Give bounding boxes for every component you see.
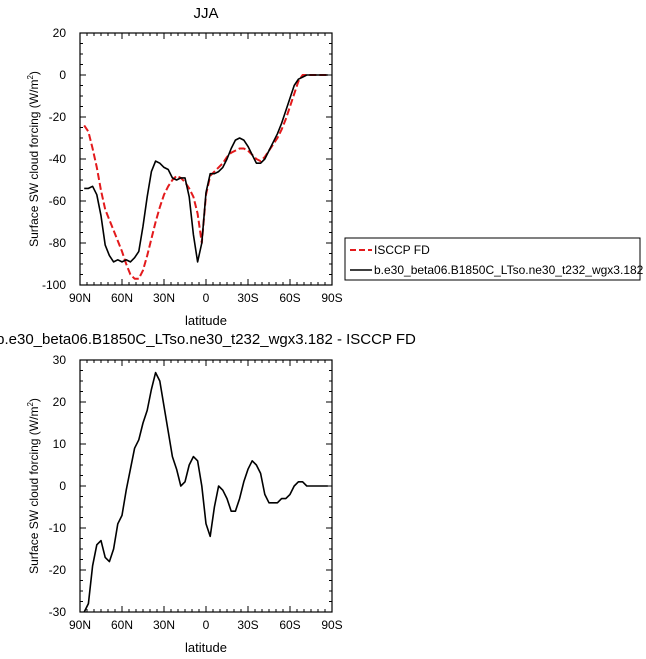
y-tick-label: 10 xyxy=(53,437,67,451)
x-tick-label: 90N xyxy=(69,618,91,632)
chart-title: b.e30_beta06.B1850C_LTso.ne30_t232_wgx3.… xyxy=(0,331,416,348)
plot-frame xyxy=(79,359,333,613)
y-axis-label: Surface SW cloud forcing (W/m2) xyxy=(26,398,41,574)
legend: ISCCP FD b.e30_beta06.B1850C_LTso.ne30_t… xyxy=(344,237,644,281)
x-tick-label: 60S xyxy=(279,291,300,305)
y-tick-label: 20 xyxy=(53,395,67,409)
y-tick-label: -80 xyxy=(49,236,67,250)
y-tick-label: -10 xyxy=(49,521,67,535)
series-line-1 xyxy=(83,74,328,280)
y-tick-label: 20 xyxy=(53,26,67,40)
x-tick-label: 0 xyxy=(203,618,210,632)
x-tick-label: 60N xyxy=(111,618,133,632)
y-tick-label: -100 xyxy=(42,278,66,292)
y-tick-label: -30 xyxy=(49,605,67,619)
x-tick-label: 30S xyxy=(237,618,258,632)
y-tick-label: -20 xyxy=(49,110,67,124)
x-tick-label: 90S xyxy=(321,291,342,305)
chart-panel-bottom: b.e30_beta06.B1850C_LTso.ne30_t232_wgx3.… xyxy=(0,331,416,655)
x-tick-label: 0 xyxy=(203,291,210,305)
y-tick-label: -60 xyxy=(49,194,67,208)
x-tick-label: 60S xyxy=(279,618,300,632)
legend-box xyxy=(344,237,641,281)
series-line-2 xyxy=(84,74,328,263)
x-tick-label: 90S xyxy=(321,618,342,632)
x-axis-label: latitude xyxy=(185,313,227,328)
x-axis-label: latitude xyxy=(185,640,227,655)
y-tick-label: -40 xyxy=(49,152,67,166)
legend-label: b.e30_beta06.B1850C_LTso.ne30_t232_wgx3.… xyxy=(374,263,644,277)
x-tick-label: 60N xyxy=(111,291,133,305)
y-tick-label: 0 xyxy=(59,68,66,82)
chart-panel-top: JJA 90N 60N 30N 0 30S 60S 90S 20 0 -20 -40 -60 -80 -1… xyxy=(26,5,644,328)
x-tick-label: 30S xyxy=(237,291,258,305)
legend-label: ISCCP FD xyxy=(374,243,430,257)
chart-title: JJA xyxy=(193,5,218,22)
series-line-1 xyxy=(83,371,328,613)
x-tick-label: 90N xyxy=(69,291,91,305)
plot-frame xyxy=(79,32,333,286)
y-tick-label: 0 xyxy=(59,479,66,493)
x-tick-label: 30N xyxy=(153,291,175,305)
y-tick-label: -20 xyxy=(49,563,67,577)
x-tick-label: 30N xyxy=(153,618,175,632)
y-tick-label: 30 xyxy=(53,353,67,367)
y-axis-label: Surface SW cloud forcing (W/m2) xyxy=(26,71,41,247)
